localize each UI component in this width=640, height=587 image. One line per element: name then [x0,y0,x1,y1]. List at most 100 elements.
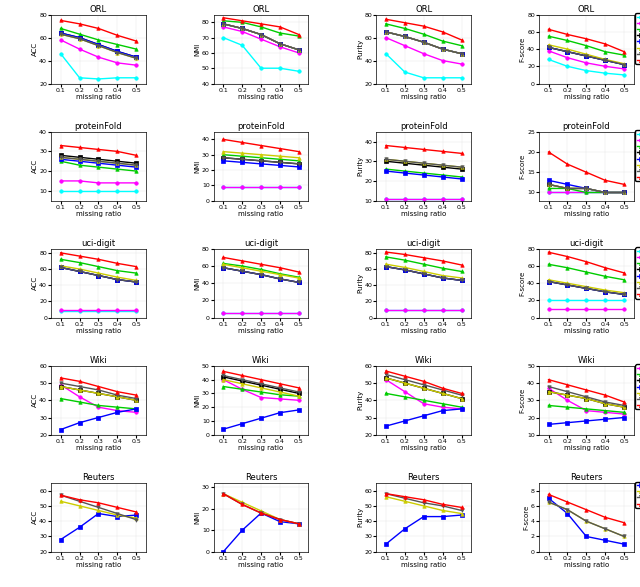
IMG [95,187,102,194]
MIC [295,397,303,404]
FCMVC+ZF [420,39,428,46]
FCMVC+AF [257,380,265,387]
FCMVC-IV [257,142,265,149]
MIC [238,386,246,393]
MIC [458,306,465,313]
UEAF [238,377,246,384]
FCMVC-IV [132,152,140,159]
FCMVC-IV [564,382,572,389]
FCMVC+AF [220,264,227,271]
Line: MIC: MIC [59,383,138,414]
Line: FCMVC+AF: FCMVC+AF [59,156,138,167]
Line: FCMVC-IV: FCMVC-IV [384,369,463,395]
AGC-IMC [220,17,227,24]
UEAF [220,154,227,161]
MIC [257,36,265,43]
FCMVC+AF [257,271,265,278]
FCMVC+AF [382,156,390,163]
Line: UEAF: UEAF [547,280,626,296]
UEAF [238,25,246,32]
UEAF [420,161,428,168]
AGC-IMC [382,254,390,261]
Line: FCMVC+AF: FCMVC+AF [221,492,301,525]
Line: AGC-IMC: AGC-IMC [221,19,301,38]
MIC [113,59,121,66]
X-axis label: missing ratio: missing ratio [401,211,446,217]
MIC [458,195,465,202]
FCMVC+AF [113,160,121,167]
PVC [620,291,628,298]
Line: FCMVC+AF: FCMVC+AF [384,492,463,512]
FCMVC-IV [57,249,65,257]
PVC [382,263,390,270]
Line: AGC-IMC: AGC-IMC [384,22,463,48]
PVC [458,277,465,284]
UEAF [257,271,265,278]
FCMVC+ZF [458,164,465,171]
Line: FCMVC+AF: FCMVC+AF [59,266,138,284]
FCMVC+AF [113,276,121,283]
IMG [276,183,284,190]
AGC-IMC [257,154,265,161]
PVC [382,28,390,35]
FCMVC+ZF [95,269,102,276]
PVC [220,548,227,555]
UEAF [276,275,284,282]
FCMVC+ZF [132,397,140,404]
AGC-IMC [276,270,284,277]
IMG [95,308,102,315]
FCMVC-IV [545,376,552,383]
FCMVC+ZF [401,33,408,40]
UEAF [113,276,121,283]
Y-axis label: NMI: NMI [195,42,200,56]
Line: UEAF: UEAF [547,183,626,194]
Line: MIC: MIC [547,191,626,194]
IMG [276,310,284,317]
Line: PVC: PVC [547,178,626,194]
FCMVC+ZF [95,390,102,397]
Line: FCMVC-IV: FCMVC-IV [384,144,463,155]
FCMVC+AF [582,185,590,192]
Title: uci-digit: uci-digit [406,239,441,248]
MIC [564,305,572,312]
UEAF [545,388,552,395]
FCMVC+AF [257,510,265,517]
MIC [439,306,447,313]
FCMVC+ZF [276,153,284,160]
Line: PVC: PVC [384,265,463,282]
FCMVC+ZF [276,389,284,396]
IMG [57,50,65,57]
Title: ORL: ORL [415,5,432,14]
IMG [57,308,65,315]
FCMVC+AF [439,386,447,393]
FCMVC+AF [382,371,390,378]
PVC [238,25,246,32]
AGC-IMC [238,386,246,393]
PVC [113,409,121,416]
AGC-IMC [458,268,465,275]
MIC [401,195,408,202]
PVC [76,158,83,165]
AGC-IMC [57,256,65,263]
AGC-IMC [76,31,83,38]
Line: FCMVC-IV: FCMVC-IV [547,492,626,524]
Line: FCMVC-IV: FCMVC-IV [59,19,138,43]
FCMVC+AF [220,490,227,497]
Line: FCMVC+AF: FCMVC+AF [221,374,301,394]
Line: FCMVC+ZF: FCMVC+ZF [221,378,301,398]
FCMVC+AF [220,21,227,28]
UEAF [420,271,428,278]
Line: IMG: IMG [221,36,301,73]
Line: FCMVC-IV: FCMVC-IV [547,378,626,404]
UEAF [382,28,390,35]
Y-axis label: F-score: F-score [520,271,525,296]
FCMVC-IV [57,17,65,24]
IMG [76,308,83,315]
FCMVC+AF [620,402,628,409]
FCMVC-IV [132,392,140,399]
PVC [132,164,140,171]
FCMVC-IV [439,258,447,265]
FCMVC-IV [57,492,65,499]
FCMVC+AF [295,520,303,527]
PVC [602,416,609,423]
